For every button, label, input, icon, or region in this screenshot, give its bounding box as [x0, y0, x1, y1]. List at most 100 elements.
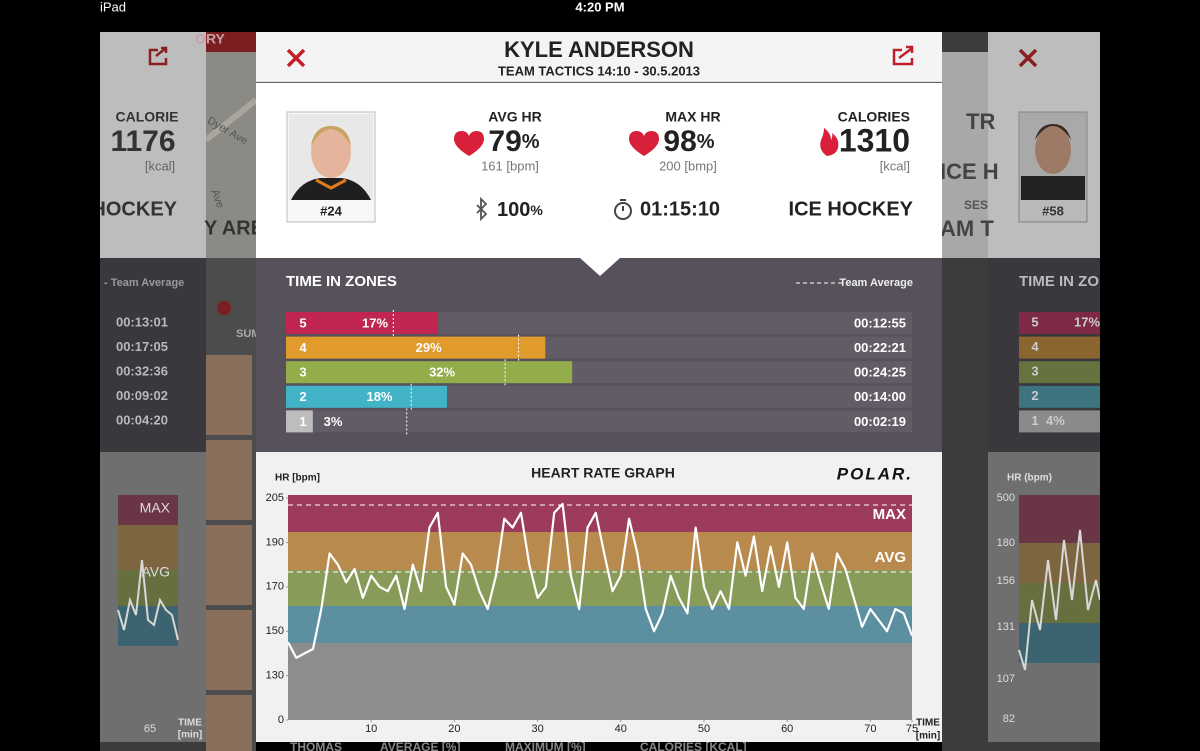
left-card-top — [100, 32, 206, 258]
zone-number: 5 — [1031, 314, 1038, 329]
venue: Y AREN — [204, 217, 278, 239]
y-label: HR (bpm) — [1007, 473, 1052, 484]
x-tick-label: 20 — [448, 723, 460, 735]
panel-pointer — [580, 258, 620, 276]
bottom-fragment: AVERAGE [%] — [380, 740, 460, 751]
hr-line — [287, 502, 914, 659]
bluetooth-icon — [476, 196, 488, 222]
left-band — [118, 570, 178, 606]
zone-percent: 4% — [1046, 413, 1065, 428]
zone-row — [1019, 410, 1100, 433]
close-icon[interactable] — [1018, 48, 1038, 68]
calorie-label: CALORIE — [116, 109, 179, 125]
stopwatch-icon — [614, 202, 632, 220]
zone-duration: 00:22:21 — [854, 340, 906, 355]
stat-number: 98 — [663, 125, 696, 158]
stat-label: CALORIES — [838, 109, 910, 125]
zone-percent: 17% — [1074, 314, 1100, 329]
stat-unit: % — [697, 131, 715, 153]
zone-duration: 00:12:55 — [854, 315, 906, 330]
zone-label: AVG — [875, 549, 906, 566]
left-hr-line — [117, 559, 179, 641]
team-average: - Team Average — [104, 277, 184, 289]
stat-value: 1310 — [839, 122, 910, 158]
group-icon[interactable] — [217, 301, 231, 315]
x-label: [min] — [178, 730, 202, 741]
battery-value: 100 — [497, 199, 530, 221]
zone-duration: 00:24:25 — [854, 365, 906, 380]
heart-icon — [629, 131, 659, 156]
y-tick-label: 82 — [1003, 713, 1015, 725]
sport: ICE HOCKEY — [789, 198, 914, 220]
hair — [1035, 124, 1071, 140]
zone-percent: 32% — [429, 365, 455, 380]
x-tick-label: 50 — [698, 723, 710, 735]
left-band — [118, 525, 178, 570]
zone-track — [286, 410, 912, 433]
jersey: #58 — [1042, 203, 1064, 218]
zone-time: 00:09:02 — [116, 388, 168, 403]
left-band — [118, 495, 178, 525]
zone-time: 00:13:01 — [116, 314, 168, 329]
zone-percent: 18% — [366, 389, 392, 404]
duration: 01:15:10 — [640, 198, 720, 220]
face — [311, 126, 351, 178]
collar — [315, 178, 347, 190]
zone-duration: 00:02:19 — [854, 414, 906, 429]
stat-unit: % — [522, 131, 540, 153]
modal-header — [256, 32, 942, 82]
share-button[interactable] — [892, 45, 914, 66]
zone-number: 4 — [299, 340, 307, 355]
button-label: ORY — [195, 31, 225, 47]
status-time: 4:20 PM — [575, 0, 624, 14]
calorie-value: 1176 — [110, 125, 175, 158]
summary: SUM — [236, 328, 260, 340]
left-zones — [100, 258, 206, 452]
stat-label: AVG HR — [488, 109, 541, 125]
zone-label: MAX — [873, 506, 906, 523]
y-tick-label: 150 — [266, 625, 284, 637]
x-tick-label: 65 — [144, 723, 156, 735]
zone-track — [286, 312, 912, 334]
x-label: TIME — [178, 718, 202, 729]
y-tick-label: 131 — [997, 621, 1015, 633]
zone-bar — [286, 312, 439, 334]
stat-sub: [kcal] — [880, 158, 910, 173]
right-card: TR ICE H SES AM T #58 TIME IN ZONES 5 17% 4 3 2 1 4%… — [942, 32, 1130, 751]
share-icon[interactable] — [148, 46, 168, 66]
x-label: TIME — [916, 718, 940, 729]
zone-number: 3 — [1031, 364, 1038, 379]
y-tick-label: 180 — [997, 537, 1015, 549]
stat-value: 98% — [663, 125, 714, 158]
title-fragment: TR — [966, 109, 995, 134]
brand: POLAR. — [837, 464, 913, 483]
close-button[interactable] — [286, 48, 306, 68]
zone-number: 4 — [1031, 339, 1039, 354]
session: TEAM TACTICS 14:10 - 30.5.2013 — [498, 63, 700, 78]
zone-bar — [286, 410, 313, 433]
content: iPad 4:20 PM THOMAS AVERAGE [%] MAXIMUM [%] C… — [100, 0, 940, 751]
bottom-fragment: MAXIMUM [%] — [505, 740, 586, 751]
chart-title: HEART RATE GRAPH — [531, 465, 675, 481]
zones-title: TIME IN ZONES — [1019, 273, 1130, 290]
zone-time: 00:04:20 — [116, 412, 168, 427]
calorie-unit: [kcal] — [145, 158, 175, 173]
x-tick-label: 60 — [781, 723, 793, 735]
legend-label: Team Average — [839, 277, 913, 289]
zone-time: 00:32:36 — [116, 363, 168, 378]
y-label: HR [bpm] — [275, 473, 320, 484]
graph-label: MAX — [140, 500, 171, 516]
zone-number: 1 — [299, 414, 306, 429]
y-tick-label: 500 — [997, 492, 1015, 504]
bottom-fragment: CALORIES [KCAL] — [640, 740, 747, 751]
right-band — [1019, 623, 1100, 663]
battery: 100% — [497, 199, 543, 221]
x-tick-label: 10 — [365, 723, 377, 735]
zone-band-2 — [288, 606, 912, 643]
map — [206, 52, 256, 258]
session-label: SES — [964, 198, 988, 212]
zone-number: 3 — [299, 365, 306, 380]
stat-sub: 161 [bpm] — [481, 158, 539, 173]
